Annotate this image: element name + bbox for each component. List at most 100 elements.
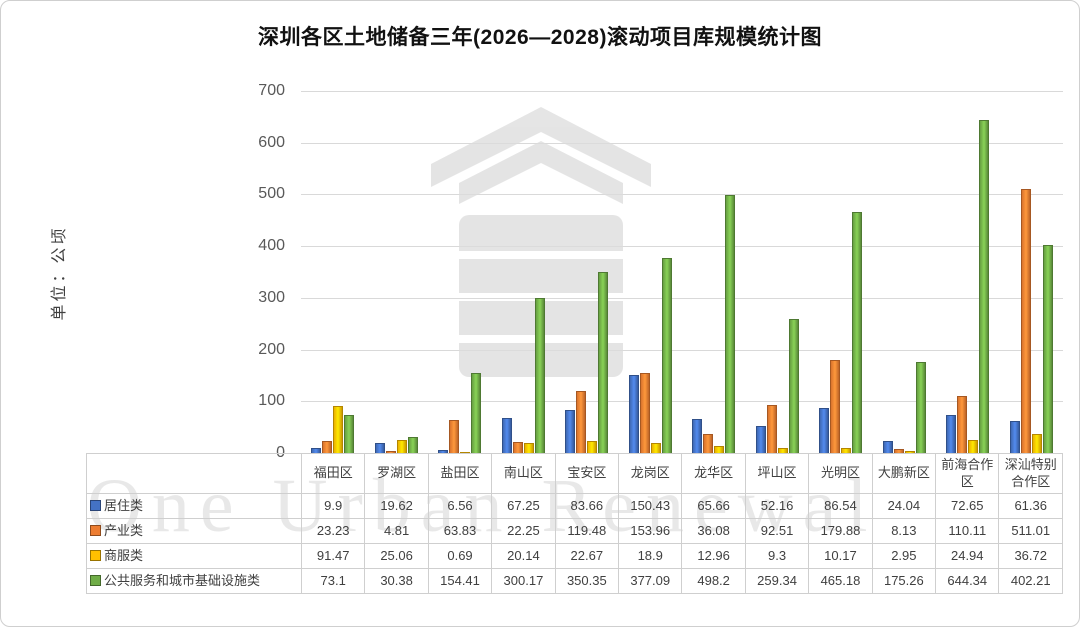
y-tick-label: 200 [258,340,285,358]
gridline [301,297,1063,299]
value-cell: 23.23 [300,518,366,544]
value-cell: 8.13 [871,518,937,544]
bar-group [746,91,810,453]
y-tick-label: 600 [258,133,285,151]
y-tick-label: 0 [276,444,285,461]
bar-group [301,91,365,453]
y-tick-label: 500 [258,185,285,203]
data-table: 福田区 罗湖区 盐田区 南山区 宝安区 龙岗区 龙华区 坪山区 光明区 大鹏新区 前海合作区 深汕特别… [86,453,1063,594]
category-header: 宝安区 [554,453,620,494]
table-row: 产业类 23.23 4.81 63.83 22.25 119.48 153.96 36.08 9… [86,518,1063,544]
value-cell: 9.9 [300,493,366,519]
value-cell: 350.35 [554,568,620,594]
gridline [301,401,1063,403]
bar [1042,245,1053,453]
bar [534,297,545,453]
y-axis-unit-label: 单位：公顷 [51,225,68,321]
value-cell: 63.83 [427,518,493,544]
value-cell: 0.69 [427,543,493,569]
value-cell: 72.65 [935,493,1000,519]
bar [501,418,512,453]
bar [904,451,915,453]
bar [576,391,587,453]
value-cell: 9.3 [744,543,810,569]
y-tick-label: 400 [258,237,285,255]
bar [788,318,799,453]
category-header: 前海合作区 [935,453,1000,494]
bar [460,452,471,453]
y-tick-label: 100 [258,392,285,410]
gridline [301,194,1063,196]
series-label-cell: 商服类 [86,543,302,569]
value-cell: 377.09 [618,568,683,594]
legend-swatch-icon [90,549,101,561]
value-cell: 6.56 [427,493,493,519]
value-cell: 644.34 [935,568,1000,594]
bar [692,419,703,453]
value-cell: 25.06 [364,543,429,569]
category-header: 大鹏新区 [871,453,937,494]
bar [882,440,893,453]
value-cell: 22.67 [554,543,620,569]
bar-group [873,91,937,453]
bar [322,441,333,453]
series-name: 产业类 [104,522,144,538]
y-axis-ticks: 0 100 200 300 400 500 600 700 [239,82,293,461]
bar [639,373,650,453]
bar [1009,421,1020,453]
bar-group [936,91,1000,453]
bar-group [1000,91,1064,453]
value-cell: 179.88 [808,518,873,544]
value-cell: 4.81 [364,518,429,544]
value-cell: 110.11 [935,518,1000,544]
gridline [301,142,1063,144]
value-cell: 67.25 [491,493,556,519]
category-header: 龙岗区 [618,453,683,494]
table-row: 公共服务和城市基础设施类 73.1 30.38 154.41 300.17 350.35 3… [86,568,1063,594]
bar [438,449,449,453]
bar [650,443,661,453]
category-header: 罗湖区 [364,453,429,494]
bar [777,448,788,453]
value-cell: 10.17 [808,543,873,569]
bar-group [619,91,683,453]
table-row: 商服类 91.47 25.06 0.69 20.14 22.67 18.9 12.96 9.3 1… [86,543,1063,569]
bar [333,405,344,453]
value-cell: 12.96 [681,543,746,569]
legend-swatch-icon [90,574,101,586]
series-name: 公共服务和城市基础设施类 [104,572,261,588]
bar-group [492,91,556,453]
bar [385,450,396,453]
bar [841,447,852,453]
bar-group [809,91,873,453]
bar [1031,434,1042,453]
series-label-cell: 公共服务和城市基础设施类 [86,568,302,594]
category-header: 南山区 [491,453,556,494]
bar [396,440,407,453]
bar-group [555,91,619,453]
legend-swatch-icon [90,524,101,536]
bar [957,396,968,453]
value-cell: 65.66 [681,493,746,519]
series-label-cell: 产业类 [86,518,302,544]
value-cell: 18.9 [618,543,683,569]
value-cell: 52.16 [744,493,810,519]
category-header: 盐田区 [427,453,493,494]
bar [449,420,460,453]
value-cell: 91.47 [300,543,366,569]
category-header: 福田区 [300,453,366,494]
bar [661,258,672,453]
value-cell: 36.72 [998,543,1063,569]
bar [755,426,766,453]
bar [714,446,725,453]
bar [725,195,736,453]
value-cell: 175.26 [871,568,937,594]
gridline [301,91,1063,92]
bar [830,359,841,453]
bar [598,271,609,453]
category-header: 光明区 [808,453,873,494]
bar [628,375,639,453]
value-cell: 19.62 [364,493,429,519]
data-table-body: 居住类 9.9 19.62 6.56 67.25 83.66 150.43 65.66 52.1… [86,493,1063,594]
gridline [301,349,1063,351]
